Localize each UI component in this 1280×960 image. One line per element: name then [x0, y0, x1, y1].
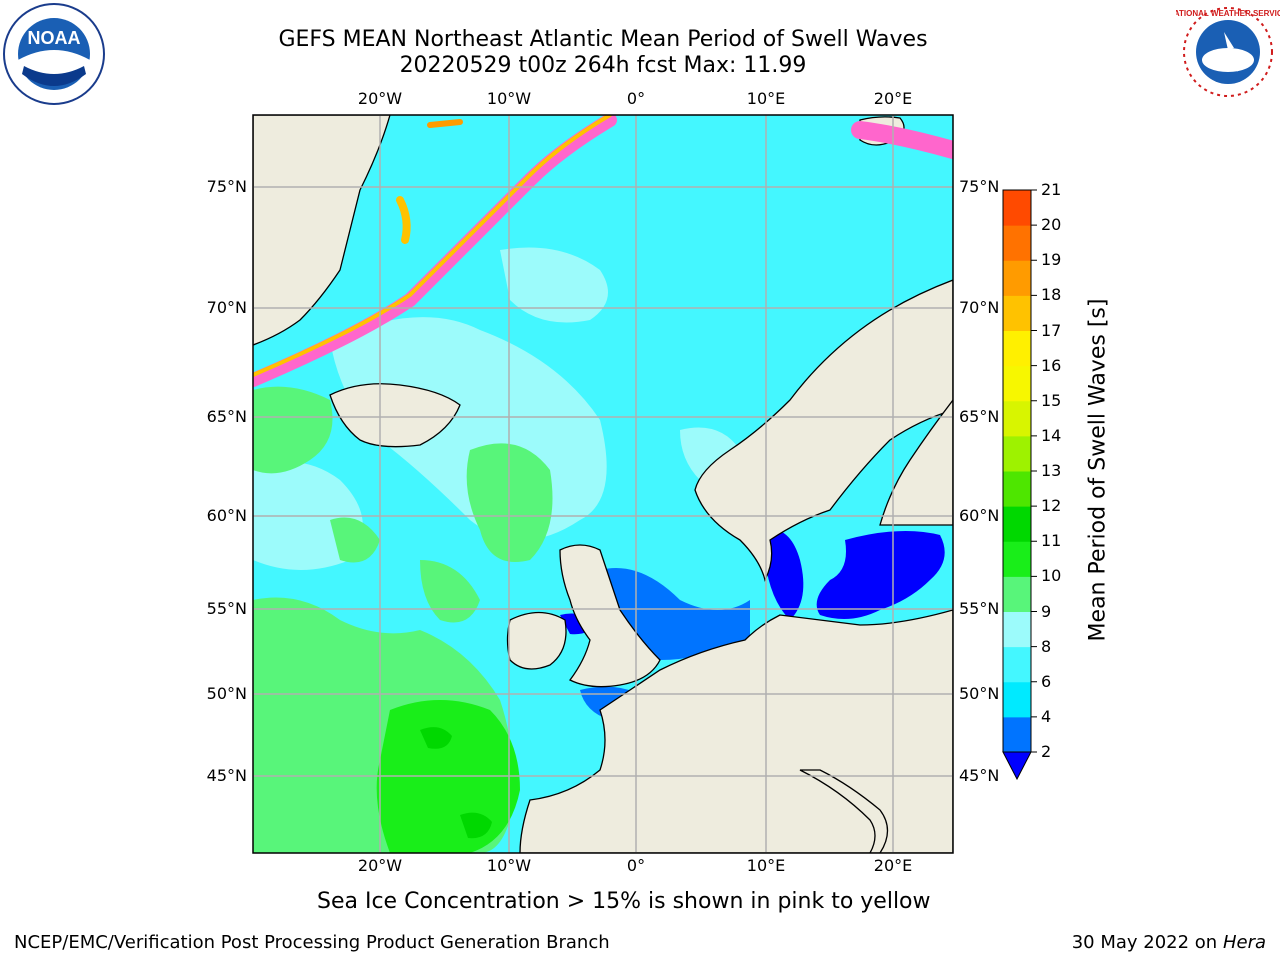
colorbar-tick-label: 14 [1041, 425, 1062, 445]
lat-label-left: 75°N [206, 177, 247, 196]
lat-label-left: 45°N [206, 766, 247, 785]
lon-label-bottom: 20°E [873, 856, 913, 875]
colorbar-segment [1003, 716, 1031, 753]
lat-label-left: 70°N [206, 298, 247, 317]
land-masses [253, 115, 953, 853]
lat-label-right: 65°N [959, 407, 1000, 426]
lon-label-bottom: 10°W [486, 856, 532, 875]
colorbar-tick-label: 9 [1041, 601, 1052, 621]
svg-text:NOAA: NOAA [28, 28, 81, 48]
footer-machine: Hera [1222, 932, 1266, 953]
lon-label-bottom: 10°E [746, 856, 786, 875]
lon-label-top: 10°E [746, 89, 786, 108]
colorbar-segment [1003, 611, 1031, 648]
map-area [253, 115, 953, 853]
colorbar-segment [1003, 260, 1031, 296]
lon-label-top: 10°W [486, 89, 532, 108]
chart-title: GEFS MEAN Northeast Atlantic Mean Period… [278, 27, 928, 52]
colorbar-segment [1003, 435, 1031, 472]
colorbar-segment [1003, 400, 1031, 437]
lat-label-left: 55°N [206, 599, 247, 618]
colorbar-extend-arrow [1002, 751, 1032, 781]
lon-label-bottom: 20°W [357, 856, 403, 875]
colorbar-tick-label: 20 [1041, 215, 1062, 235]
greenland [253, 115, 391, 346]
scandinavia [694, 279, 953, 582]
colorbar-segment [1003, 646, 1031, 683]
lat-label-right: 55°N [959, 599, 1000, 618]
colorbar-tick-label: 17 [1041, 320, 1062, 340]
colorbar [1002, 189, 1037, 781]
colorbar-segment [1003, 330, 1031, 367]
colorbar-segment [1003, 295, 1031, 331]
colorbar-tick-label: 12 [1041, 496, 1062, 516]
colorbar-tick-label: 18 [1041, 285, 1062, 305]
colorbar-segment [1003, 681, 1031, 718]
footer-credit: NCEP/EMC/Verification Post Processing Pr… [14, 932, 610, 953]
colorbar-tick-label: 21 [1041, 180, 1062, 199]
great-britain [559, 544, 661, 688]
colorbar-title: Mean Period of Swell Waves [s] [1085, 298, 1111, 642]
colorbar-segment [1003, 506, 1031, 542]
colorbar-tick-label: 2 [1041, 742, 1052, 761]
colorbar-tick-label: 10 [1041, 566, 1062, 586]
lon-label-top: 20°W [357, 89, 403, 108]
colorbar-segment [1003, 225, 1031, 261]
nws-logo-label: NATIONAL WEATHER SERVICE [1176, 9, 1280, 18]
sea-ice-caption: Sea Ice Concentration > 15% is shown in … [317, 889, 931, 914]
colorbar-tick-label: 11 [1041, 531, 1062, 551]
italy [799, 769, 889, 853]
colorbar-tick-label: 16 [1041, 355, 1062, 375]
lat-label-right: 50°N [959, 684, 1000, 703]
iceland [329, 383, 461, 448]
graticule [253, 115, 953, 853]
colorbar-segment [1003, 365, 1031, 402]
lon-label-top: 0° [626, 89, 646, 108]
colorbar-tick-label: 13 [1041, 461, 1062, 480]
lat-label-right: 45°N [959, 766, 1000, 785]
noaa-logo: NOAA [3, 3, 105, 105]
colorbar-tick-label: 4 [1041, 706, 1052, 726]
lon-label-top: 20°E [873, 89, 913, 108]
map-frame [252, 114, 954, 854]
swell-11-12-patches [420, 727, 492, 839]
colorbar-segment [1003, 576, 1031, 612]
colorbar-tick-label: 19 [1041, 250, 1062, 270]
sea-ice-band [253, 115, 953, 387]
colorbar-segment [1003, 541, 1031, 577]
lat-label-right: 75°N [959, 177, 1000, 196]
footer-date-text: 30 May 2022 on [1071, 932, 1218, 953]
lat-label-right: 60°N [959, 506, 1000, 525]
colorbar-tick-label: 6 [1041, 671, 1052, 691]
lat-label-right: 70°N [959, 298, 1000, 317]
lat-label-left: 65°N [206, 407, 247, 426]
chart-subtitle: 20220529 t00z 264h fcst Max: 11.99 [399, 53, 807, 78]
finland [879, 398, 953, 526]
lat-label-left: 50°N [206, 684, 247, 703]
ireland [506, 611, 567, 670]
lon-label-bottom: 0° [626, 856, 646, 875]
lat-label-left: 60°N [206, 506, 247, 525]
colorbar-tick-label: 15 [1041, 390, 1062, 410]
nws-logo: NATIONAL WEATHER SERVICE [1176, 4, 1280, 100]
colorbar-tick-label: 8 [1041, 636, 1052, 656]
colorbar-segment [1003, 190, 1031, 226]
footer-date: 30 May 2022 on Hera [1072, 932, 1266, 953]
colorbar-segment [1003, 471, 1031, 507]
